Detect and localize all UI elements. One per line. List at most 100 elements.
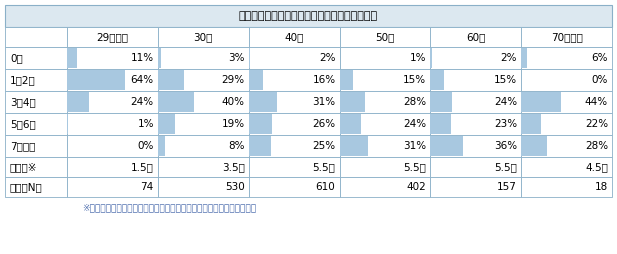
Text: 24%: 24% bbox=[403, 119, 426, 129]
Text: 23%: 23% bbox=[494, 119, 517, 129]
Bar bbox=[249, 92, 277, 112]
Text: 4.5回: 4.5回 bbox=[585, 162, 608, 172]
Bar bbox=[5, 177, 67, 197]
Text: 5.5回: 5.5回 bbox=[404, 162, 426, 172]
Text: 28%: 28% bbox=[403, 97, 426, 107]
Bar bbox=[249, 135, 339, 157]
Bar bbox=[67, 177, 158, 197]
Text: 15%: 15% bbox=[403, 75, 426, 85]
Bar bbox=[5, 157, 67, 177]
Text: 64%: 64% bbox=[131, 75, 154, 85]
Text: 610: 610 bbox=[316, 182, 336, 192]
Bar bbox=[67, 69, 158, 91]
Bar bbox=[339, 135, 430, 157]
Bar bbox=[339, 48, 341, 68]
Bar bbox=[430, 92, 452, 112]
Bar bbox=[521, 114, 541, 134]
Bar bbox=[5, 113, 67, 135]
Bar bbox=[158, 92, 194, 112]
Bar bbox=[158, 135, 249, 157]
Text: 中央値※: 中央値※ bbox=[10, 162, 38, 172]
Text: 3.5回: 3.5回 bbox=[222, 162, 245, 172]
Bar bbox=[249, 70, 263, 90]
Bar bbox=[158, 48, 160, 68]
Text: 30代: 30代 bbox=[194, 32, 213, 42]
Bar bbox=[430, 47, 521, 69]
Bar bbox=[158, 27, 249, 47]
Bar bbox=[249, 157, 339, 177]
Bar bbox=[339, 114, 362, 134]
Text: 8%: 8% bbox=[228, 141, 245, 151]
Bar bbox=[67, 157, 158, 177]
Bar bbox=[521, 157, 612, 177]
Text: 26%: 26% bbox=[312, 119, 336, 129]
Bar bbox=[339, 92, 365, 112]
Text: 530: 530 bbox=[225, 182, 245, 192]
Bar bbox=[5, 5, 612, 27]
Text: 6%: 6% bbox=[592, 53, 608, 63]
Bar bbox=[249, 113, 339, 135]
Bar bbox=[339, 27, 430, 47]
Text: 0回: 0回 bbox=[10, 53, 23, 63]
Bar bbox=[521, 47, 612, 69]
Bar bbox=[339, 70, 353, 90]
Text: 19%: 19% bbox=[222, 119, 245, 129]
Text: 11%: 11% bbox=[131, 53, 154, 63]
Bar bbox=[430, 177, 521, 197]
Text: 29歳以下: 29歳以下 bbox=[96, 32, 128, 42]
Text: 31%: 31% bbox=[403, 141, 426, 151]
Text: 1%: 1% bbox=[138, 119, 154, 129]
Bar bbox=[339, 69, 430, 91]
Text: 24%: 24% bbox=[494, 97, 517, 107]
Bar bbox=[158, 177, 249, 197]
Bar bbox=[5, 47, 67, 69]
Bar bbox=[339, 91, 430, 113]
Bar bbox=[430, 70, 444, 90]
Bar bbox=[339, 177, 430, 197]
Bar bbox=[430, 114, 451, 134]
Text: 3～4回: 3～4回 bbox=[10, 97, 36, 107]
Bar bbox=[249, 48, 251, 68]
Text: 2%: 2% bbox=[500, 53, 517, 63]
Text: 44%: 44% bbox=[585, 97, 608, 107]
Text: 28%: 28% bbox=[585, 141, 608, 151]
Bar bbox=[430, 69, 521, 91]
Bar bbox=[249, 47, 339, 69]
Bar bbox=[67, 27, 158, 47]
Bar bbox=[339, 47, 430, 69]
Text: 60代: 60代 bbox=[466, 32, 486, 42]
Bar bbox=[249, 91, 339, 113]
Bar bbox=[430, 91, 521, 113]
Text: 5.5回: 5.5回 bbox=[494, 162, 517, 172]
Text: 157: 157 bbox=[497, 182, 517, 192]
Text: 15%: 15% bbox=[494, 75, 517, 85]
Text: 24%: 24% bbox=[131, 97, 154, 107]
Bar bbox=[339, 157, 430, 177]
Text: 件数（N）: 件数（N） bbox=[10, 182, 43, 192]
Text: 50代: 50代 bbox=[375, 32, 395, 42]
Bar bbox=[430, 113, 521, 135]
Bar bbox=[249, 177, 339, 197]
Text: 0%: 0% bbox=[592, 75, 608, 85]
Bar bbox=[521, 91, 612, 113]
Bar bbox=[158, 47, 249, 69]
Bar bbox=[339, 113, 430, 135]
Bar bbox=[158, 114, 175, 134]
Bar bbox=[430, 48, 432, 68]
Text: 16%: 16% bbox=[312, 75, 336, 85]
Bar bbox=[249, 114, 272, 134]
Bar bbox=[67, 48, 77, 68]
Bar bbox=[158, 157, 249, 177]
Bar bbox=[430, 157, 521, 177]
Bar bbox=[430, 136, 463, 156]
Text: 402: 402 bbox=[407, 182, 426, 192]
Text: 29%: 29% bbox=[222, 75, 245, 85]
Text: 7回以上: 7回以上 bbox=[10, 141, 35, 151]
Text: 3%: 3% bbox=[228, 53, 245, 63]
Bar bbox=[67, 113, 158, 135]
Bar bbox=[67, 92, 89, 112]
Bar bbox=[5, 91, 67, 113]
Bar bbox=[5, 69, 67, 91]
Text: 36%: 36% bbox=[494, 141, 517, 151]
Bar bbox=[249, 136, 271, 156]
